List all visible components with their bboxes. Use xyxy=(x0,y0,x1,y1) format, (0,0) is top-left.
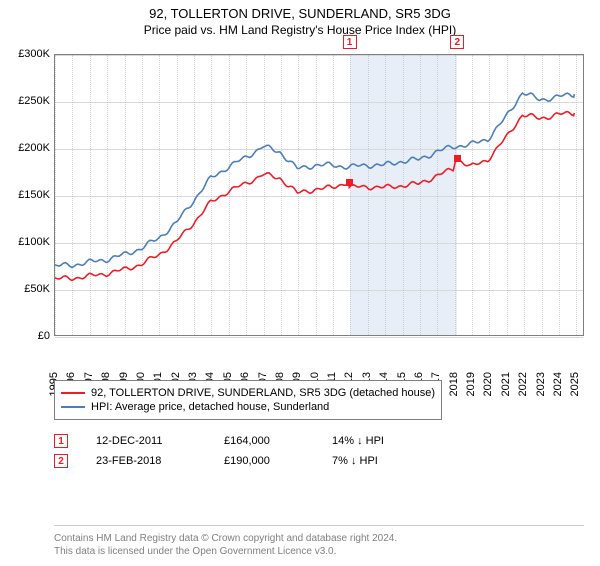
gridline-h xyxy=(55,337,583,338)
legend-swatch xyxy=(61,392,85,394)
legend-row: HPI: Average price, detached house, Sund… xyxy=(61,401,435,413)
event-row: 1 12-DEC-2011 £164,000 14% ↓ HPI xyxy=(54,434,584,448)
plot-area: 12 xyxy=(54,54,584,336)
chart-subtitle: Price paid vs. HM Land Registry's House … xyxy=(0,23,600,37)
footer: Contains HM Land Registry data © Crown c… xyxy=(54,525,584,558)
footer-line: Contains HM Land Registry data © Crown c… xyxy=(54,532,584,545)
y-tick-label: £50K xyxy=(0,283,50,295)
event-delta: 14% ↓ HPI xyxy=(332,435,384,447)
x-tick-label: 2025 xyxy=(569,372,581,396)
event-marker-icon: 1 xyxy=(54,434,68,448)
x-tick-label: 2021 xyxy=(500,372,512,396)
legend-swatch xyxy=(61,406,85,408)
y-tick-label: £300K xyxy=(0,48,50,60)
y-tick-label: £100K xyxy=(0,236,50,248)
event-price: £164,000 xyxy=(224,435,304,447)
sale-dot xyxy=(346,179,353,186)
legend: 92, TOLLERTON DRIVE, SUNDERLAND, SR5 3DG… xyxy=(54,380,442,420)
y-tick-label: £250K xyxy=(0,95,50,107)
x-tick-label: 2020 xyxy=(482,372,494,396)
y-tick-label: £200K xyxy=(0,142,50,154)
x-tick-label: 2024 xyxy=(552,372,564,396)
line-plot xyxy=(55,55,583,335)
event-marker: 2 xyxy=(450,35,464,49)
event-price: £190,000 xyxy=(224,455,304,467)
chart-title: 92, TOLLERTON DRIVE, SUNDERLAND, SR5 3DG xyxy=(0,6,600,21)
x-tick-label: 2023 xyxy=(535,372,547,396)
event-row: 2 23-FEB-2018 £190,000 7% ↓ HPI xyxy=(54,454,584,468)
y-tick-label: £150K xyxy=(0,189,50,201)
legend-label: 92, TOLLERTON DRIVE, SUNDERLAND, SR5 3DG… xyxy=(91,387,435,399)
x-tick-label: 2018 xyxy=(448,372,460,396)
x-tick-label: 2019 xyxy=(465,372,477,396)
event-marker-icon: 2 xyxy=(54,454,68,468)
legend-row: 92, TOLLERTON DRIVE, SUNDERLAND, SR5 3DG… xyxy=(61,387,435,399)
footer-line: This data is licensed under the Open Gov… xyxy=(54,545,584,558)
series-line xyxy=(55,93,574,267)
y-tick-label: £0 xyxy=(0,330,50,342)
legend-label: HPI: Average price, detached house, Sund… xyxy=(91,401,329,413)
chart-container: 92, TOLLERTON DRIVE, SUNDERLAND, SR5 3DG… xyxy=(0,6,600,566)
x-tick-label: 2022 xyxy=(517,372,529,396)
event-table: 1 12-DEC-2011 £164,000 14% ↓ HPI 2 23-FEB-201… xyxy=(54,428,584,474)
event-date: 12-DEC-2011 xyxy=(96,435,196,447)
series-line xyxy=(55,112,574,281)
event-delta: 7% ↓ HPI xyxy=(332,455,378,467)
event-marker: 1 xyxy=(343,35,357,49)
sale-dot xyxy=(454,155,461,162)
event-date: 23-FEB-2018 xyxy=(96,455,196,467)
